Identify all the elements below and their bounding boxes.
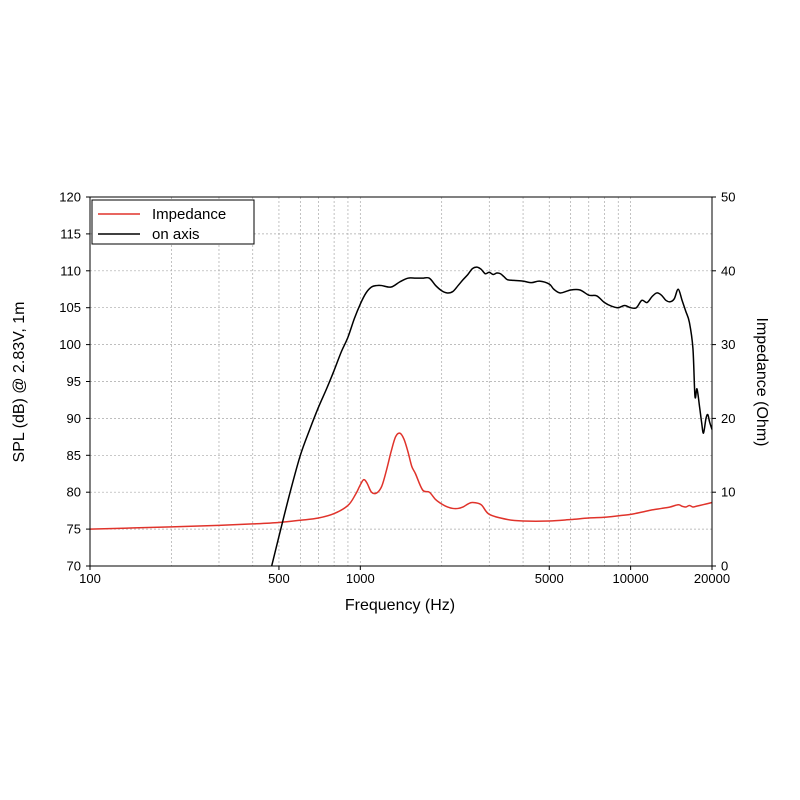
x-tick-label: 1000 xyxy=(346,571,375,586)
x-tick-label: 5000 xyxy=(535,571,564,586)
y-axis-title: SPL (dB) @ 2.83V, 1m xyxy=(11,302,28,463)
legend-box xyxy=(91,199,255,245)
y2-tick-label: 50 xyxy=(721,190,735,205)
y-tick-label: 110 xyxy=(60,263,81,278)
y2-tick-label: 20 xyxy=(721,411,735,426)
y-tick-labels: 70 75 80 85 90 95 100 105 110 115 120 xyxy=(59,190,90,574)
x-tick-label: 500 xyxy=(268,571,290,586)
y-tick-label: 85 xyxy=(67,448,81,463)
legend-label-on-axis: on axis xyxy=(152,226,200,243)
y-tick-label: 115 xyxy=(60,226,81,241)
x-tick-label: 100 xyxy=(79,571,101,586)
y-tick-label: 105 xyxy=(59,300,81,315)
x-tick-labels: 100 500 1000 5000 10000 20000 xyxy=(79,566,730,586)
y-tick-label: 80 xyxy=(67,485,81,500)
series-line-impedance xyxy=(89,432,713,530)
y2-tick-label: 40 xyxy=(721,263,735,278)
y-tick-label: 95 xyxy=(67,374,81,389)
y2-tick-label: 10 xyxy=(721,485,735,500)
y2-tick-label: 0 xyxy=(721,559,728,574)
y-tick-label: 75 xyxy=(67,522,81,537)
x-tick-label: 20000 xyxy=(694,571,730,586)
y-tick-label: 100 xyxy=(59,337,81,352)
x-tick-label: 10000 xyxy=(613,571,649,586)
y-tick-label: 90 xyxy=(67,411,81,426)
y-tick-label: 120 xyxy=(59,190,81,205)
legend-label-impedance: Impedance xyxy=(152,206,226,223)
y-tick-label: 70 xyxy=(67,559,81,574)
series-line-on-axis xyxy=(270,266,713,567)
grid xyxy=(90,197,712,566)
x-axis-title: Frequency (Hz) xyxy=(345,597,455,614)
series-layer xyxy=(89,266,713,567)
y2-tick-labels: 0 10 20 30 40 50 xyxy=(712,190,735,574)
legend: Impedance on axis xyxy=(91,199,255,245)
y2-axis-title: Impedance (Ohm) xyxy=(753,318,770,447)
y2-tick-label: 30 xyxy=(721,337,735,352)
